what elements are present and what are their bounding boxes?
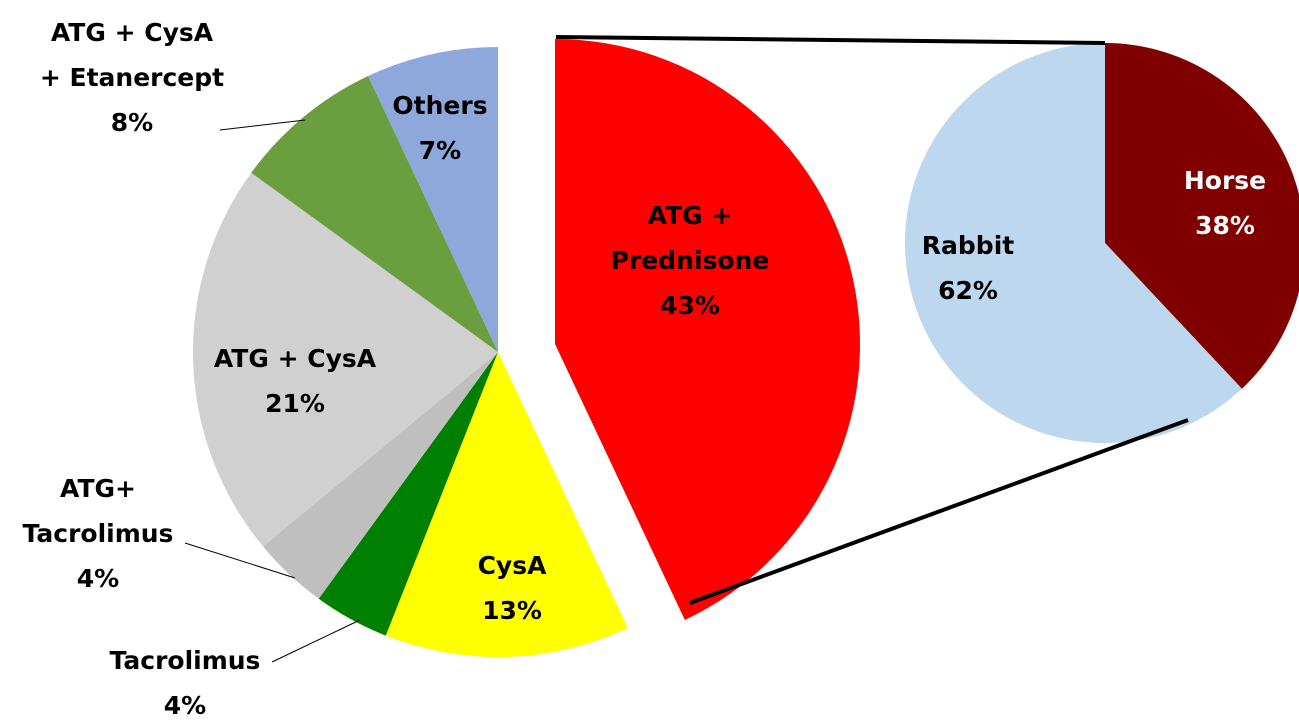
slice-label: Horse 38% (1160, 158, 1290, 248)
pie-slice (251, 76, 498, 353)
category-label: ATG + CysA + Etanercept (39, 18, 225, 92)
value-label: 38% (1195, 211, 1255, 240)
category-label: CysA (477, 551, 547, 580)
slice-label: ATG + CysA + Etanercept 8% (37, 10, 227, 145)
value-label: 4% (163, 691, 207, 720)
value-label: 7% (418, 136, 462, 165)
category-label: Rabbit (921, 231, 1015, 260)
value-label: 8% (110, 108, 154, 137)
value-label: 13% (482, 596, 542, 625)
slice-label: Tacrolimus 4% (95, 638, 275, 728)
pie-slice (904, 43, 1242, 443)
pie-slice (318, 352, 498, 636)
value-label: 62% (938, 276, 998, 305)
category-label: Horse (1183, 166, 1267, 195)
pie-slice (368, 47, 498, 352)
pie-slice (262, 352, 498, 599)
pie-slice (193, 172, 499, 547)
category-label: ATG + CysA (213, 344, 377, 373)
slice-label: CysA 13% (437, 543, 587, 633)
slice-label: Others 7% (375, 83, 505, 173)
leader-line (219, 119, 306, 131)
pie-slice (555, 39, 860, 620)
connector-line (555, 35, 1106, 45)
category-label: Tacrolimus (109, 646, 261, 675)
connector-line (689, 418, 1189, 605)
value-label: 43% (660, 291, 720, 320)
pie-slice (1105, 43, 1299, 389)
slice-label: ATG + Prednisone 43% (590, 193, 790, 328)
leader-line (184, 542, 296, 579)
slice-label: ATG+ Tacrolimus 4% (3, 466, 193, 601)
value-label: 21% (265, 389, 325, 418)
slice-label: ATG + CysA 21% (185, 336, 405, 426)
category-label: ATG+ Tacrolimus (22, 474, 174, 548)
category-label: ATG + Prednisone (610, 201, 770, 275)
value-label: 4% (76, 564, 120, 593)
pie-slice (385, 352, 628, 657)
category-label: Others (392, 91, 488, 120)
slice-label: Rabbit 62% (903, 223, 1033, 313)
leader-line (271, 619, 361, 663)
